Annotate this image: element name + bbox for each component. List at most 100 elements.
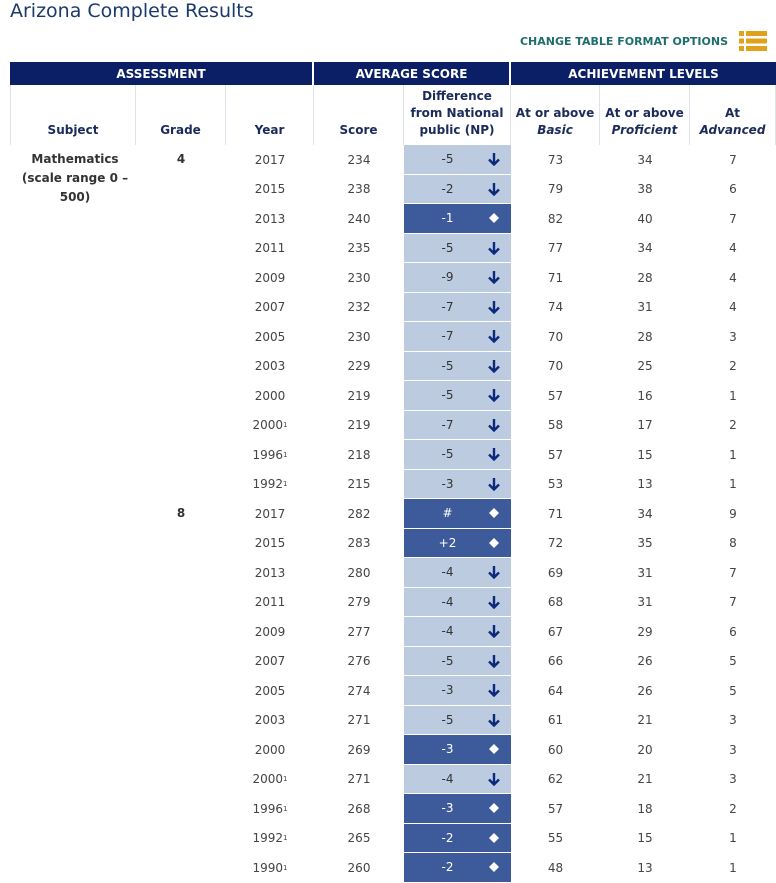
year: 1990 — [252, 860, 284, 875]
year-cell: 1996 1 — [226, 794, 314, 824]
not-significant-diamond — [489, 744, 499, 755]
significantly-lower-arrow — [488, 359, 500, 373]
score-cell: 280 — [347, 565, 371, 580]
difference-cell: -3 — [404, 676, 511, 705]
difference-cell: -3 — [404, 735, 511, 764]
basic-cell: 71 — [547, 270, 564, 285]
difference: -3 — [441, 683, 454, 698]
advanced-cell: 3 — [729, 772, 737, 787]
footnote-marker: 1 — [283, 804, 288, 813]
subject-label: Mathematics (scale range 0 –500) — [21, 152, 129, 204]
difference: -2 — [441, 860, 454, 875]
significantly-lower-arrow — [488, 448, 500, 462]
advanced-cell: 8 — [729, 536, 737, 551]
year-cell: 2015 — [226, 175, 314, 205]
column-header: Grade — [136, 85, 226, 145]
year: 2007 — [254, 654, 286, 669]
column-header-text: Grade — [160, 122, 201, 139]
year: 2003 — [254, 713, 286, 728]
difference: -7 — [441, 329, 454, 344]
advanced-cell: 4 — [729, 241, 737, 256]
score-cell: 265 — [347, 831, 371, 846]
advanced-cell: 2 — [729, 418, 737, 433]
column-header: At or above Proficient — [600, 85, 690, 145]
advanced-cell: 1 — [729, 447, 737, 462]
significantly-lower-arrow — [488, 330, 500, 344]
advanced-cell: 1 — [729, 860, 737, 875]
difference: -5 — [441, 447, 454, 462]
column-header-label: Score — [339, 123, 378, 137]
proficient-cell: 28 — [637, 329, 653, 344]
proficient-cell: 34 — [637, 241, 653, 256]
column-header-text: At or above Proficient — [605, 105, 683, 139]
proficient-cell: 34 — [637, 152, 653, 167]
score-cell: 269 — [347, 742, 371, 757]
score-cell: 219 — [347, 388, 371, 403]
column-header-text: Score — [339, 122, 377, 139]
score-cell: 276 — [347, 654, 371, 669]
significantly-lower-arrow — [488, 271, 500, 285]
year: 2017 — [254, 506, 286, 521]
column-header-emphasis: Proficient — [611, 123, 678, 137]
year-cell: 2007 — [226, 293, 314, 323]
basic-cell: 69 — [547, 565, 564, 580]
column-header-label: Difference from National public (NP) — [410, 89, 504, 137]
not-significant-diamond — [489, 537, 499, 548]
grade-label: 8 — [176, 506, 186, 520]
year-cell: 2011 — [226, 588, 314, 618]
basic-cell: 55 — [547, 831, 564, 846]
year: 1992 — [252, 831, 284, 846]
year: 2011 — [254, 241, 286, 256]
advanced-cell: 2 — [729, 359, 737, 374]
column-header: Difference from National public (NP) — [404, 85, 511, 145]
advanced-cell: 3 — [729, 742, 737, 757]
proficient-cell: 26 — [637, 654, 653, 669]
score-cell: 215 — [347, 477, 371, 492]
difference: -2 — [441, 830, 454, 845]
proficient-cell: 40 — [637, 211, 653, 226]
advanced-cell: 5 — [729, 683, 737, 698]
score-cell: 232 — [347, 300, 371, 315]
footnote-marker: 1 — [283, 863, 288, 872]
year: 2013 — [254, 211, 286, 226]
proficient-cell: 34 — [637, 506, 653, 521]
basic-cell: 73 — [547, 152, 564, 167]
basic-cell: 77 — [547, 241, 564, 256]
score-cell: 238 — [347, 182, 371, 197]
basic-cell: 48 — [547, 860, 564, 875]
basic-cell: 67 — [547, 624, 564, 639]
year: 2015 — [254, 536, 286, 551]
year-cell: 2013 — [226, 204, 314, 234]
year: 2009 — [254, 270, 286, 285]
column-header-label: Year — [254, 123, 285, 137]
page-title: Arizona Complete Results — [10, 0, 254, 22]
year: 2007 — [254, 300, 286, 315]
significantly-lower-arrow — [488, 477, 500, 491]
column-header-label: At or above — [605, 106, 684, 120]
year-cell: 2003 — [226, 706, 314, 736]
format-options-link[interactable]: CHANGE TABLE FORMAT OPTIONS — [519, 35, 728, 48]
difference-cell: -7 — [404, 292, 511, 321]
year: 2013 — [254, 565, 286, 580]
format-options-icon[interactable] — [739, 30, 767, 52]
difference-cell: -5 — [404, 646, 511, 675]
basic-cell: 74 — [547, 300, 564, 315]
year-cell: 2000 1 — [226, 765, 314, 795]
year: 1992 — [252, 477, 284, 492]
basic-cell: 61 — [547, 713, 564, 728]
advanced-cell: 1 — [729, 477, 737, 492]
difference-cell: -2 — [404, 853, 511, 882]
footnote-marker: 1 — [283, 421, 288, 430]
score-cell: 234 — [347, 152, 371, 167]
significantly-lower-arrow — [488, 300, 500, 314]
basic-cell: 60 — [547, 742, 564, 757]
column-header-label: At — [724, 106, 741, 120]
proficient-cell: 18 — [637, 801, 653, 816]
basic-cell: 82 — [547, 211, 564, 226]
significantly-lower-arrow — [488, 241, 500, 255]
proficient-cell: 21 — [637, 772, 653, 787]
difference: -5 — [441, 240, 454, 255]
difference: -4 — [441, 771, 454, 786]
column-header: At Advanced — [690, 85, 776, 145]
significantly-lower-arrow — [488, 418, 500, 432]
